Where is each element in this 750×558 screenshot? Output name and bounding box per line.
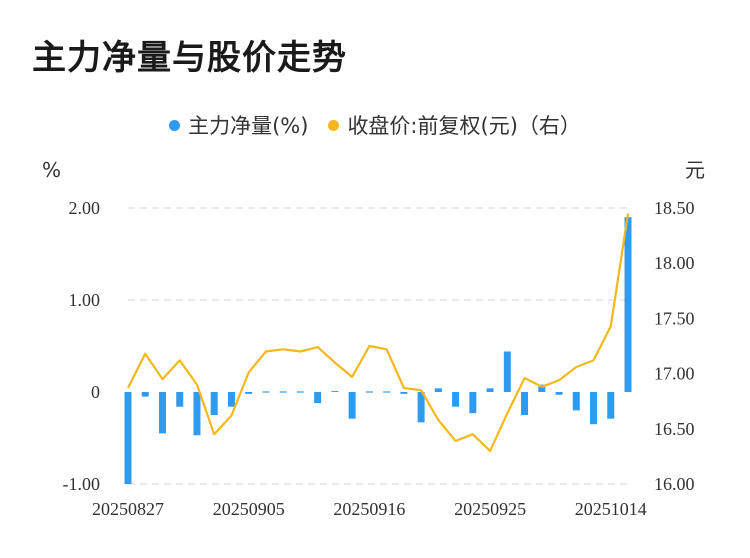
- line-series: [127, 213, 630, 452]
- right-tick-label: 18.50: [654, 198, 695, 218]
- bar: [590, 392, 598, 425]
- legend-item-close-price[interactable]: 收盘价:前复权(元)（右）: [328, 110, 581, 140]
- x-tick-label: 20251014: [575, 499, 647, 519]
- axis-labels: % 元 2.00 1.00 0 -1.00 18.50 18.00 17.50 17.00 16.5…: [42, 158, 705, 519]
- bar: [141, 392, 149, 397]
- legend: 主力净量(%) 收盘价:前复权(元)（右）: [0, 110, 750, 140]
- bar: [417, 392, 425, 423]
- bar: [469, 392, 477, 414]
- right-tick-label: 17.00: [654, 364, 695, 384]
- bar: [279, 391, 287, 393]
- x-tick-label: 20250925: [454, 499, 526, 519]
- right-tick-label: 17.50: [654, 308, 695, 328]
- bar: [227, 392, 235, 407]
- chart-title: 主力净量与股价走势: [32, 38, 347, 78]
- x-tick-label: 20250905: [213, 499, 285, 519]
- x-tick-label: 20250827: [92, 499, 164, 519]
- legend-label-net-volume: 主力净量(%): [188, 114, 309, 138]
- bar: [193, 392, 201, 436]
- bar: [503, 351, 511, 392]
- bar: [486, 388, 494, 392]
- right-axis-unit: 元: [685, 158, 705, 182]
- bar: [572, 392, 580, 411]
- bar: [331, 391, 339, 392]
- bar: [521, 392, 529, 415]
- bar: [607, 392, 615, 419]
- left-axis-unit: %: [42, 158, 61, 182]
- bar: [262, 391, 270, 393]
- legend-label-close-price: 收盘价:前复权(元)（右）: [347, 114, 581, 138]
- bar: [383, 391, 391, 393]
- bar: [245, 392, 253, 394]
- grid-lines: [128, 207, 628, 485]
- bar: [210, 392, 218, 415]
- right-tick-label: 16.00: [654, 474, 695, 494]
- left-tick-label: 0: [91, 382, 100, 402]
- right-tick-label: 18.00: [654, 253, 695, 273]
- bar: [348, 392, 356, 419]
- bar: [158, 392, 166, 434]
- bar: [314, 392, 322, 404]
- legend-dot-bar: [169, 119, 181, 131]
- left-tick-label: -1.00: [63, 474, 101, 494]
- left-tick-label: 1.00: [69, 290, 101, 310]
- bar: [400, 392, 408, 394]
- bar-series: [124, 217, 632, 484]
- bar: [624, 217, 632, 392]
- legend-dot-line: [328, 119, 340, 131]
- bar: [434, 388, 442, 392]
- price-line: [127, 213, 630, 452]
- bar: [555, 392, 563, 395]
- legend-item-net-volume[interactable]: 主力净量(%): [169, 110, 308, 140]
- bar: [365, 391, 373, 393]
- bar: [538, 384, 546, 392]
- bar: [452, 392, 460, 407]
- x-tick-label: 20250916: [333, 499, 405, 519]
- bar: [176, 392, 184, 407]
- left-tick-label: 2.00: [69, 198, 101, 218]
- bar: [124, 392, 132, 484]
- right-tick-label: 16.50: [654, 419, 695, 439]
- bar: [296, 391, 304, 393]
